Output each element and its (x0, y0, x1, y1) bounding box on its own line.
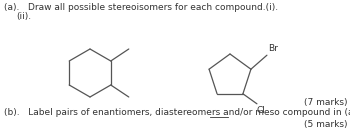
Text: Br: Br (268, 44, 278, 53)
Text: (a).   Draw all possible stereoisomers for each compound.(i).: (a). Draw all possible stereoisomers for… (4, 3, 278, 12)
Text: Cl: Cl (257, 106, 266, 115)
Text: (b).   Label pairs of enantiomers, diastereomers and/or meso compound in (a).: (b). Label pairs of enantiomers, diaster… (4, 108, 350, 117)
Text: (5 marks): (5 marks) (304, 120, 348, 129)
Text: (7 marks): (7 marks) (304, 98, 348, 107)
Text: (ii).: (ii). (16, 12, 31, 21)
